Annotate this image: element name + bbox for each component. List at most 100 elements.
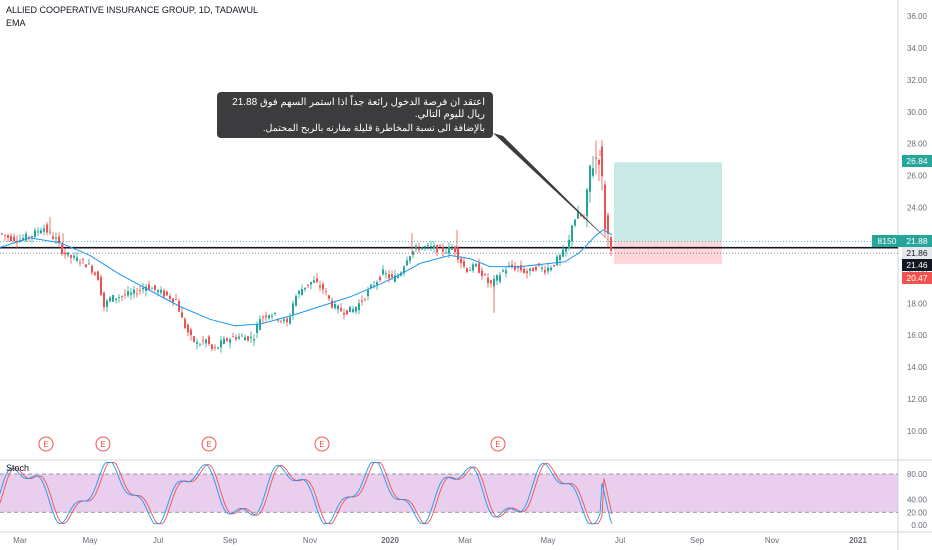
candle <box>379 275 381 283</box>
earnings-circle <box>95 436 111 452</box>
candle <box>319 280 321 292</box>
y-tick-label: 14.00 <box>907 363 928 372</box>
candle <box>253 334 255 347</box>
candle <box>58 232 60 247</box>
candle <box>589 164 591 203</box>
candle <box>298 289 300 299</box>
target-price-label: 26.84 <box>902 155 932 167</box>
stop-price-label: 20.47 <box>902 272 932 284</box>
candle-body <box>607 214 609 234</box>
candle <box>88 258 90 265</box>
x-tick-label: Jul <box>153 536 163 545</box>
candle-body <box>382 269 384 275</box>
candle-body <box>298 290 300 295</box>
candle-body <box>478 263 480 274</box>
candle <box>61 242 63 256</box>
annotation-callout[interactable]: اعتقد ان فرصة الدخول رائعة جداً اذا استم… <box>217 92 493 138</box>
earnings-circle <box>490 436 506 452</box>
x-tick-label: Nov <box>303 536 317 545</box>
candle <box>208 334 210 346</box>
candle <box>403 265 405 277</box>
candle-body <box>355 306 357 312</box>
y-tick-label: 30.00 <box>907 108 928 117</box>
candle-body <box>598 160 600 165</box>
candle-body <box>262 316 264 318</box>
candle <box>571 224 573 247</box>
earnings-marker: E <box>201 436 217 452</box>
candle-body <box>106 300 108 307</box>
candle-body <box>205 339 207 344</box>
candle <box>427 242 429 250</box>
candle <box>172 298 174 307</box>
candle <box>601 139 603 191</box>
candle-body <box>295 296 297 306</box>
candle-body <box>496 275 498 281</box>
y-tick-label: 16.00 <box>907 331 928 340</box>
candle <box>382 265 384 276</box>
candle <box>139 285 141 295</box>
candle-body <box>304 287 306 290</box>
candle <box>52 232 54 240</box>
candle <box>265 311 267 322</box>
candle <box>268 314 270 321</box>
candle <box>451 244 453 251</box>
candle-body <box>94 272 96 275</box>
candle <box>529 268 531 276</box>
candle-body <box>130 292 132 295</box>
candle <box>109 295 111 304</box>
candle-body <box>283 319 285 322</box>
candle-body <box>154 285 156 290</box>
candle-body <box>529 268 531 271</box>
candle-body <box>325 291 327 293</box>
candle <box>169 293 171 302</box>
candle <box>559 253 561 266</box>
candle <box>73 252 75 261</box>
candle <box>28 236 30 242</box>
candle <box>100 274 102 296</box>
candle-body <box>316 278 318 283</box>
candle <box>202 336 204 346</box>
candle-body <box>361 300 363 302</box>
candle-body <box>103 292 105 308</box>
indicator-label: EMA <box>6 18 26 28</box>
candle <box>217 346 219 350</box>
candle-body <box>523 268 525 273</box>
candle <box>145 284 147 297</box>
candle <box>226 336 228 343</box>
candle <box>361 295 363 306</box>
y-tick-label: 20.00 <box>907 267 928 276</box>
candle <box>82 257 84 265</box>
candle <box>499 271 501 284</box>
candle-body <box>40 230 42 234</box>
candle-body <box>238 336 240 339</box>
candle <box>364 298 366 302</box>
candle-body <box>388 274 390 279</box>
candle <box>67 252 69 258</box>
symbol-tag: 8150 <box>872 235 902 247</box>
entry-price-label: 21.88 <box>902 235 932 247</box>
candle-body <box>139 290 141 291</box>
earnings-marker: E <box>38 436 54 452</box>
candle <box>190 327 192 341</box>
x-tick-label: Nov <box>765 536 779 545</box>
candle-body <box>61 244 63 254</box>
candle <box>163 288 165 299</box>
candle-body <box>379 277 381 281</box>
candle-body <box>559 254 561 261</box>
candle <box>418 242 420 254</box>
candle-body <box>256 324 258 333</box>
candle-body <box>520 265 522 271</box>
candle-body <box>349 306 351 313</box>
candle-body <box>610 237 612 251</box>
candle <box>196 338 198 350</box>
candle-body <box>493 278 495 287</box>
candle <box>148 280 150 291</box>
candle-body <box>220 340 222 348</box>
candle-body <box>319 285 321 288</box>
candle-body <box>604 184 606 230</box>
candle <box>607 212 609 248</box>
candle-body <box>367 289 369 296</box>
candle <box>355 306 357 315</box>
candle-body <box>79 262 81 264</box>
